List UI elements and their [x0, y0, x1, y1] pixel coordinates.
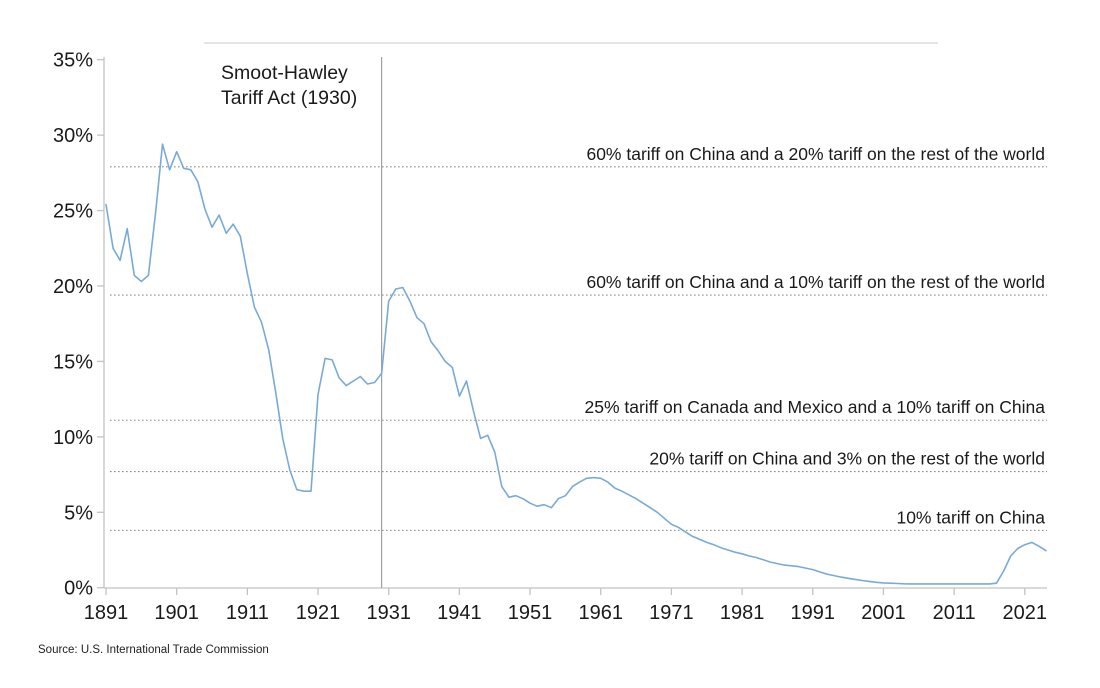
y-axis-label: 30%	[53, 125, 93, 147]
smoot-hawley-label-line2: Tariff Act (1930)	[221, 87, 357, 109]
x-axis-label: 2021	[1003, 602, 1048, 624]
x-axis-label: 1931	[366, 602, 411, 624]
axes-layer	[97, 57, 1047, 595]
scenario-label: 25% tariff on Canada and Mexico and a 10…	[585, 397, 1046, 417]
x-axis-label: 2001	[861, 602, 906, 624]
tariff-rate-line	[105, 143, 1047, 585]
x-axis-label: 2011	[933, 602, 976, 624]
tick-labels-layer: 0% 5% 10% 15% 20% 25% 30% 35% 1891 1901 1911 1921 19…	[53, 50, 1047, 624]
x-axis-label: 1891	[84, 602, 129, 624]
x-axis-label: 1971	[649, 602, 694, 624]
scenario-lines-layer	[110, 166, 1047, 531]
source-note: Source: U.S. International Trade Commiss…	[38, 644, 269, 656]
x-axis-label: 1981	[720, 602, 765, 624]
scenario-label: 60% tariff on China and a 10% tariff on …	[586, 272, 1045, 292]
scenario-label: 10% tariff on China	[896, 507, 1045, 527]
x-axis-label: 1901	[154, 602, 199, 624]
scenario-labels-layer: 60% tariff on China and a 20% tariff on …	[585, 144, 1046, 528]
scenario-label: 60% tariff on China and a 20% tariff on …	[586, 144, 1045, 164]
series-layer	[105, 143, 1047, 585]
y-axis-label: 20%	[53, 276, 93, 298]
x-axis-label: 1921	[296, 602, 341, 624]
scenario-label: 20% tariff on China and 3% on the rest o…	[649, 449, 1045, 469]
x-axis-label: 1911	[226, 602, 269, 624]
x-axis-label: 1991	[791, 602, 836, 624]
x-axis-label: 1941	[437, 602, 482, 624]
smoot-hawley-label-line1: Smoot-Hawley	[221, 62, 348, 84]
x-axis-label: 1961	[578, 602, 623, 624]
x-axis-label: 1951	[508, 602, 553, 624]
y-axis-label: 35%	[53, 50, 93, 72]
y-axis-label: 25%	[53, 201, 93, 223]
y-axis-label: 5%	[64, 502, 93, 524]
y-axis-label: 15%	[53, 351, 93, 373]
y-axis-label: 0%	[64, 578, 93, 600]
y-axis-label: 10%	[53, 427, 93, 449]
